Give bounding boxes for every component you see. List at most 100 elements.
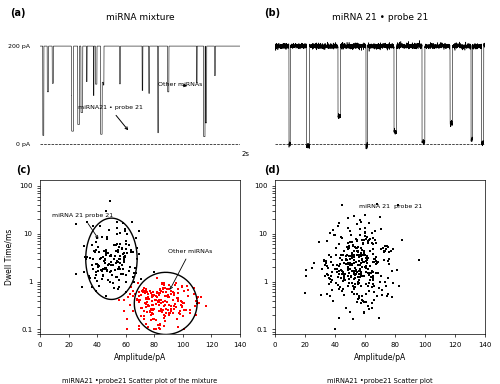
Point xyxy=(126,263,134,270)
Point xyxy=(359,252,367,258)
Point xyxy=(107,268,115,274)
Point xyxy=(326,230,334,236)
Point xyxy=(138,305,145,311)
Point xyxy=(150,316,158,322)
Point xyxy=(190,285,198,291)
Point xyxy=(165,294,173,300)
Point xyxy=(351,244,359,250)
Point xyxy=(356,252,364,258)
Point xyxy=(123,316,131,322)
Point xyxy=(114,241,122,247)
Point xyxy=(350,316,358,322)
Point xyxy=(120,258,128,264)
Point xyxy=(364,257,372,263)
Point xyxy=(344,267,352,273)
Point xyxy=(348,239,356,245)
Point xyxy=(92,261,100,267)
Point xyxy=(358,271,366,277)
Point xyxy=(116,230,124,237)
Point xyxy=(154,299,162,305)
Point xyxy=(126,303,134,309)
Point xyxy=(96,223,104,229)
Point xyxy=(362,255,370,261)
Point xyxy=(148,310,156,316)
Point xyxy=(376,279,384,285)
Point xyxy=(338,271,345,278)
Point xyxy=(302,267,310,273)
Point xyxy=(356,262,364,268)
Point xyxy=(176,311,184,318)
Point xyxy=(147,311,155,318)
Point xyxy=(92,288,100,294)
Point xyxy=(177,302,185,308)
Point xyxy=(346,262,354,268)
Point xyxy=(152,301,160,307)
Point xyxy=(364,272,372,278)
Point xyxy=(109,280,117,286)
Point xyxy=(102,247,110,253)
Point xyxy=(336,286,344,292)
Point xyxy=(127,285,135,291)
Point xyxy=(350,268,358,275)
Point xyxy=(107,252,115,258)
Point xyxy=(112,248,120,254)
Point xyxy=(110,256,118,262)
Point xyxy=(133,296,141,303)
Point xyxy=(156,326,164,333)
Point xyxy=(366,236,374,242)
Point xyxy=(119,271,127,277)
Point xyxy=(351,265,359,271)
Point xyxy=(98,276,106,282)
Point xyxy=(354,281,362,287)
Point xyxy=(368,305,376,311)
Point xyxy=(358,296,366,303)
Point xyxy=(345,245,353,251)
Point xyxy=(335,268,343,274)
Point xyxy=(162,306,170,312)
Point xyxy=(344,246,352,252)
Point xyxy=(395,283,403,289)
Point xyxy=(343,244,351,250)
Point xyxy=(328,287,336,293)
Point xyxy=(346,256,354,262)
Point xyxy=(172,304,180,310)
Point xyxy=(80,243,88,250)
Point xyxy=(134,296,142,303)
Point xyxy=(348,280,356,286)
Text: Other miRNAs: Other miRNAs xyxy=(158,83,202,88)
Point xyxy=(115,244,123,250)
Point xyxy=(102,293,110,300)
Point xyxy=(136,297,144,303)
Point xyxy=(91,248,99,255)
Point xyxy=(340,271,348,277)
Point xyxy=(170,290,178,296)
Point xyxy=(318,265,326,271)
Point xyxy=(130,279,138,285)
Point xyxy=(99,272,107,278)
Point xyxy=(352,284,360,290)
Point xyxy=(351,265,359,271)
Point xyxy=(372,240,380,246)
Point xyxy=(83,219,91,225)
Point xyxy=(178,298,186,305)
Point xyxy=(92,247,100,253)
Point xyxy=(342,257,349,263)
Point xyxy=(152,288,160,295)
Point xyxy=(372,254,380,260)
Point xyxy=(100,273,108,279)
Point xyxy=(338,235,346,241)
Point xyxy=(354,296,362,302)
Point xyxy=(103,236,111,242)
Point xyxy=(178,300,186,306)
Point xyxy=(152,275,160,281)
Point xyxy=(158,296,166,303)
Point xyxy=(378,287,386,293)
Point xyxy=(346,252,354,258)
Point xyxy=(342,261,350,267)
Point xyxy=(358,250,366,256)
Point xyxy=(72,271,80,277)
Point xyxy=(356,232,364,238)
Point xyxy=(351,272,359,278)
Point xyxy=(370,255,378,262)
Point xyxy=(145,296,153,303)
